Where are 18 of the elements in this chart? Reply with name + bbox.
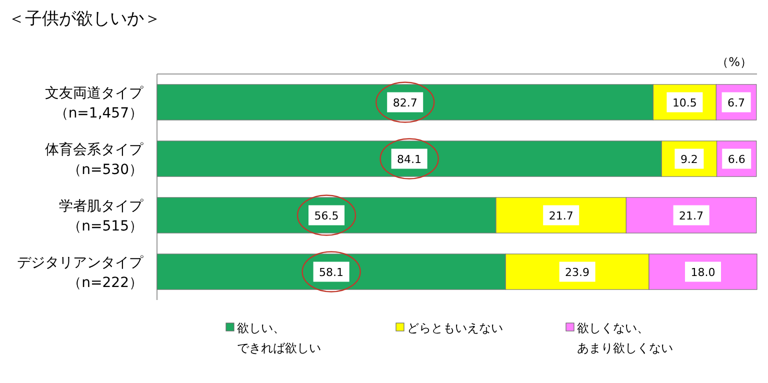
data-label: 10.5 <box>672 96 697 110</box>
data-label: 6.6 <box>728 152 746 166</box>
y-tick-label: 学者肌タイプ（n=515） <box>59 198 144 234</box>
y-tick-label: 体育会系タイプ（n=530） <box>45 140 144 178</box>
data-label: 21.7 <box>679 209 704 222</box>
chart-title: ＜子供が欲しいか＞ <box>8 9 161 29</box>
data-label: 84.1 <box>397 152 422 166</box>
y-tick-label: 文友両道タイプ（n=1,457） <box>45 85 144 122</box>
data-label: 18.0 <box>690 266 716 279</box>
data-label: 6.7 <box>728 96 746 110</box>
data-label: 21.7 <box>548 209 574 222</box>
data-label: 23.9 <box>565 266 590 279</box>
data-label: 56.5 <box>314 209 339 222</box>
data-label: 9.2 <box>680 152 698 166</box>
data-label: 82.7 <box>392 96 418 110</box>
y-tick-label: デジタリアンタイプ（n=222） <box>17 254 144 291</box>
text: （%） <box>716 55 752 69</box>
data-label: 58.1 <box>319 266 344 279</box>
